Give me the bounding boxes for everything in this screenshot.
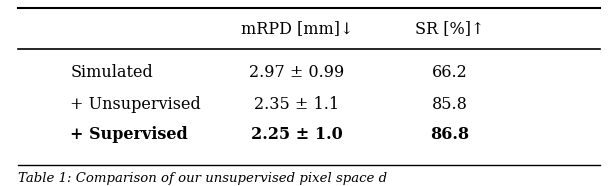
Text: 85.8: 85.8 [432,96,468,113]
Text: + Supervised: + Supervised [70,126,188,143]
Text: Simulated: Simulated [70,64,153,81]
Text: 2.35 ± 1.1: 2.35 ± 1.1 [254,96,340,113]
Text: SR [%]↑: SR [%]↑ [415,20,485,37]
Text: 2.97 ± 0.99: 2.97 ± 0.99 [249,64,345,81]
Text: mRPD [mm]↓: mRPD [mm]↓ [241,20,353,37]
Text: 86.8: 86.8 [430,126,469,143]
Text: 66.2: 66.2 [432,64,468,81]
Text: 2.25 ± 1.0: 2.25 ± 1.0 [251,126,343,143]
Text: Table 1: Comparison of our unsupervised pixel space d: Table 1: Comparison of our unsupervised … [18,172,387,185]
Text: + Unsupervised: + Unsupervised [70,96,201,113]
